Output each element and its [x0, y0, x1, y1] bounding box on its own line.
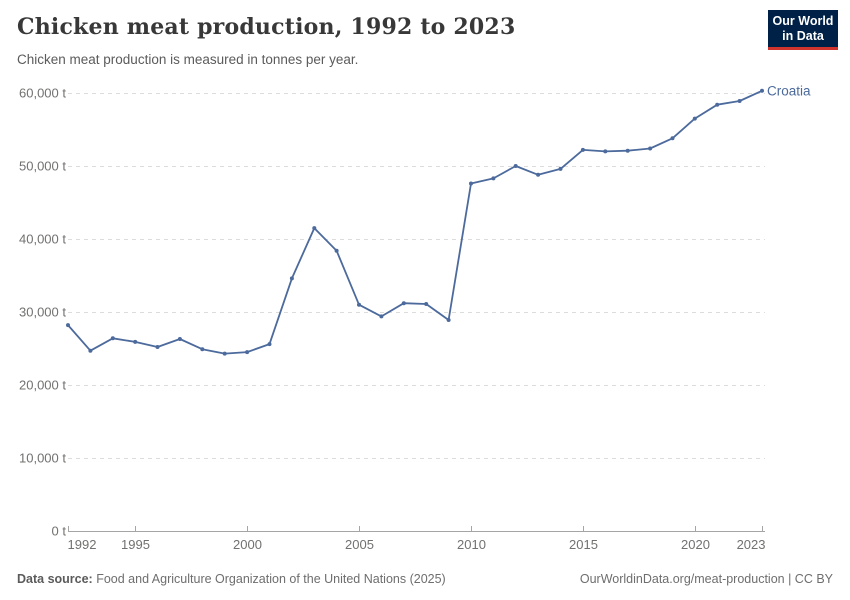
data-point: [66, 323, 70, 328]
x-axis-tick-label: 2010: [457, 537, 486, 552]
data-point: [715, 102, 720, 107]
data-source: Data source: Food and Agriculture Organi…: [17, 572, 446, 586]
x-axis-tick-label: 2020: [681, 537, 710, 552]
data-point: [200, 347, 205, 352]
data-point: [110, 336, 115, 341]
y-axis-tick-label: 60,000 t: [19, 86, 66, 101]
data-point: [513, 164, 518, 168]
data-point: [133, 339, 138, 344]
y-axis-tick-label: 50,000 t: [19, 159, 66, 174]
data-point: [603, 149, 608, 154]
chart-footer: Data source: Food and Agriculture Organi…: [17, 572, 833, 586]
data-point: [155, 345, 160, 349]
x-axis-tick-label: 1995: [121, 537, 150, 552]
x-axis-tick-label: 2023: [737, 537, 766, 552]
entity-label: Croatia: [767, 83, 811, 98]
owid-url-link[interactable]: OurWorldinData.org/meat-production | CC …: [579, 572, 833, 586]
chart-title: Chicken meat production, 1992 to 2023: [17, 14, 516, 40]
data-source-label: Data source:: [17, 572, 93, 586]
owid-logo-line2: in Data: [782, 28, 824, 43]
data-point: [289, 276, 294, 281]
data-point: [401, 301, 406, 306]
owid-logo-line1: Our World: [772, 13, 834, 28]
data-point: [692, 116, 697, 121]
y-axis-tick-label: 10,000 t: [19, 451, 66, 466]
x-axis-tick-label: 2005: [345, 537, 374, 552]
data-point: [245, 350, 250, 355]
data-source-text: Food and Agriculture Organization of the…: [92, 572, 446, 586]
data-point: [446, 318, 451, 322]
data-point: [357, 302, 361, 307]
data-point: [670, 136, 675, 141]
data-point: [222, 351, 227, 356]
data-point: [648, 146, 653, 151]
data-point: [491, 176, 496, 181]
data-point: [558, 166, 563, 171]
y-axis-tick-label: 30,000 t: [19, 305, 66, 320]
data-point: [760, 88, 764, 93]
chart-subtitle: Chicken meat production is measured in t…: [17, 52, 359, 67]
x-axis-tick-label: 2015: [569, 537, 598, 552]
data-point: [580, 147, 585, 152]
data-point: [536, 172, 541, 177]
data-point: [267, 342, 272, 347]
data-point: [625, 148, 630, 153]
data-point: [379, 314, 384, 319]
x-axis-tick-label: 2000: [233, 537, 262, 552]
data-point: [424, 302, 429, 306]
owid-logo[interactable]: Our World in Data: [768, 10, 838, 50]
y-axis-tick-label: 20,000 t: [19, 378, 66, 393]
x-axis-tick-label: 1992: [68, 537, 97, 552]
data-point: [334, 248, 339, 253]
y-axis-tick-label: 40,000 t: [19, 232, 66, 247]
data-point: [177, 337, 182, 341]
y-axis-tick-label: 0 t: [52, 524, 67, 539]
data-point: [88, 348, 93, 353]
data-series-line-croatia: [67, 89, 763, 355]
data-point: [737, 99, 742, 103]
data-point: [469, 181, 473, 186]
data-point: [312, 226, 317, 231]
